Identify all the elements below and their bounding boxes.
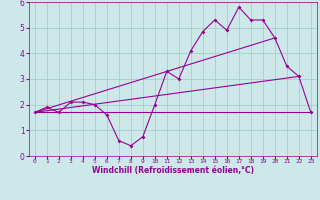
X-axis label: Windchill (Refroidissement éolien,°C): Windchill (Refroidissement éolien,°C): [92, 166, 254, 175]
